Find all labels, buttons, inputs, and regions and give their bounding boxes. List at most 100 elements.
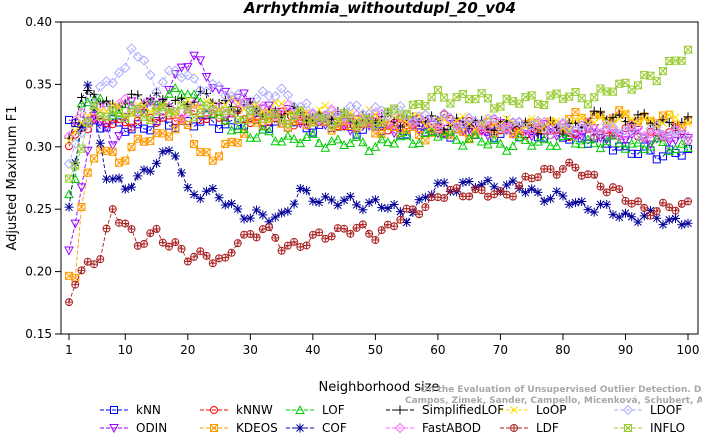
data-point	[621, 196, 630, 205]
data-point	[520, 93, 531, 102]
watermark-citation: On the Evaluation of Unsupervised Outlie…	[420, 385, 702, 395]
legend-label: LDOF	[650, 403, 682, 417]
legend-label: LoOP	[536, 403, 567, 417]
data-point	[108, 147, 117, 156]
data-point	[127, 142, 136, 151]
legend-item-lof: LOF	[286, 403, 345, 417]
data-point	[488, 113, 500, 124]
data-point	[445, 112, 456, 124]
data-point	[370, 120, 381, 129]
data-point	[201, 108, 212, 118]
data-point	[576, 120, 587, 131]
data-point	[571, 115, 580, 124]
legend-item-fastabod: FastABOD	[386, 421, 481, 434]
data-point	[621, 108, 630, 117]
legend-item-odin: ODIN	[100, 421, 167, 434]
data-point	[177, 244, 186, 253]
legend-label: SimplifiedLOF	[422, 403, 504, 417]
data-point	[633, 197, 642, 206]
data-point	[670, 136, 681, 146]
data-point	[664, 118, 674, 128]
data-point	[339, 139, 349, 150]
data-point	[607, 124, 619, 135]
data-point	[627, 85, 637, 94]
data-point	[607, 122, 619, 133]
data-point	[652, 77, 662, 86]
legend-label: ODIN	[136, 421, 167, 434]
data-point	[351, 100, 362, 111]
data-point	[432, 114, 444, 126]
data-point	[283, 119, 293, 128]
data-point	[658, 220, 668, 230]
data-point	[677, 199, 686, 208]
data-point	[589, 138, 600, 148]
legend-item-loop: LoOP	[500, 403, 567, 417]
data-point	[639, 109, 649, 119]
data-point	[501, 125, 512, 136]
data-point	[446, 185, 455, 194]
x-tick-label: 70	[493, 343, 508, 357]
data-point	[76, 98, 87, 108]
data-point	[233, 98, 242, 107]
data-point	[570, 131, 581, 141]
data-point	[508, 140, 518, 151]
data-point	[251, 93, 262, 104]
data-point	[233, 239, 242, 248]
data-point	[651, 133, 662, 143]
data-point	[508, 176, 518, 186]
data-point	[102, 224, 111, 233]
data-point	[608, 87, 618, 96]
data-point	[664, 130, 675, 142]
data-point	[665, 110, 674, 119]
data-point	[277, 99, 286, 108]
data-point	[670, 124, 681, 135]
data-point	[583, 100, 593, 109]
data-point	[646, 115, 655, 124]
x-tick-label: 50	[368, 343, 383, 357]
data-point	[457, 119, 469, 130]
data-point	[320, 142, 331, 152]
data-point	[339, 195, 349, 205]
data-point	[83, 118, 93, 127]
data-point	[201, 72, 212, 83]
data-point	[432, 123, 444, 135]
data-point	[420, 192, 430, 202]
legend-marker	[394, 422, 406, 434]
data-point	[370, 102, 381, 113]
data-point	[214, 111, 224, 120]
data-point	[83, 80, 93, 90]
data-point	[596, 113, 605, 122]
data-point	[665, 203, 674, 212]
data-point	[133, 104, 143, 113]
data-point	[283, 206, 293, 216]
data-point	[315, 228, 324, 237]
data-point	[414, 195, 424, 205]
data-point	[489, 182, 499, 192]
data-point	[601, 135, 612, 145]
data-point	[433, 178, 443, 188]
data-point	[533, 187, 543, 197]
data-point	[614, 110, 624, 120]
data-point	[589, 106, 599, 116]
data-point	[220, 87, 231, 97]
data-point	[545, 140, 556, 150]
data-point	[389, 138, 399, 148]
data-point	[152, 224, 161, 233]
data-point	[70, 219, 81, 229]
data-point	[127, 182, 137, 192]
data-point	[164, 85, 174, 96]
data-point	[438, 108, 450, 119]
series-lof	[64, 82, 693, 199]
data-point	[640, 203, 649, 212]
data-point	[564, 199, 574, 209]
data-point	[557, 117, 569, 128]
legend-marker	[510, 406, 518, 414]
data-point	[133, 90, 143, 100]
data-point	[233, 138, 242, 147]
data-point	[433, 131, 443, 141]
data-point	[277, 246, 286, 255]
data-point	[596, 182, 605, 191]
data-point	[126, 43, 137, 54]
data-point	[220, 90, 231, 101]
data-point	[495, 102, 506, 111]
